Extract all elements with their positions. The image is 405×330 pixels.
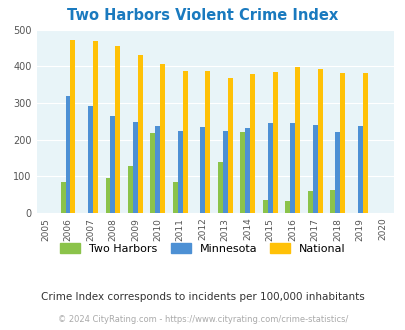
Text: © 2024 CityRating.com - https://www.cityrating.com/crime-statistics/: © 2024 CityRating.com - https://www.city… [58,315,347,324]
Bar [335,132,339,213]
Bar [217,162,222,213]
Text: Crime Index corresponds to incidents per 100,000 inhabitants: Crime Index corresponds to incidents per… [41,292,364,302]
Bar [329,190,335,213]
Bar [307,191,312,213]
Bar [173,182,177,213]
Bar [285,201,290,213]
Bar [240,132,245,213]
Bar [362,73,367,213]
Bar [150,133,155,213]
Bar [177,131,182,213]
Bar [155,126,160,213]
Bar [138,54,143,213]
Bar [262,200,267,213]
Bar [205,71,210,213]
Bar [357,126,362,213]
Bar [88,106,93,213]
Bar [227,79,232,213]
Bar [105,178,110,213]
Bar [272,72,277,213]
Bar [312,124,317,213]
Legend: Two Harbors, Minnesota, National: Two Harbors, Minnesota, National [55,239,350,258]
Bar [245,128,249,213]
Bar [290,123,294,213]
Bar [65,96,70,213]
Text: Two Harbors Violent Crime Index: Two Harbors Violent Crime Index [67,8,338,23]
Bar [93,42,98,213]
Bar [182,71,187,213]
Bar [249,74,255,213]
Bar [200,127,205,213]
Bar [60,182,65,213]
Bar [339,73,344,213]
Bar [70,40,75,213]
Bar [128,166,132,213]
Bar [294,67,299,213]
Bar [110,116,115,213]
Bar [267,123,272,213]
Bar [132,122,138,213]
Bar [222,131,227,213]
Bar [160,64,165,213]
Bar [115,46,120,213]
Bar [317,69,322,213]
